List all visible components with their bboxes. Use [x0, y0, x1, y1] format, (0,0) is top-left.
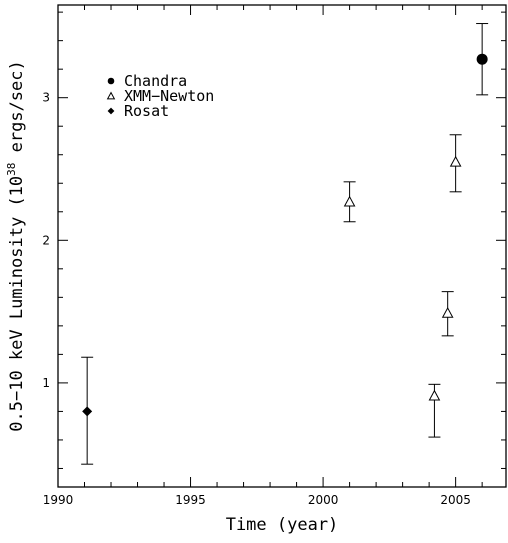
legend-diamond-icon	[107, 107, 115, 115]
axes-frame	[57, 4, 507, 488]
legend-triangle-icon	[106, 91, 116, 100]
legend-label: Chandra	[124, 72, 187, 90]
data-point	[428, 389, 441, 401]
y-tick-label: 3	[42, 91, 50, 105]
data-point	[343, 195, 356, 207]
x-tick-label: 1990	[43, 493, 74, 507]
x-tick-label: 1995	[175, 493, 206, 507]
y-axis-title-suffix: ergs/sec)	[7, 60, 27, 162]
data-point	[441, 306, 454, 318]
legend-circle-icon	[107, 77, 115, 85]
axis-ticks	[57, 5, 506, 487]
y-axis-title-exponent: 38	[5, 163, 18, 176]
x-tick-label: 2005	[440, 493, 471, 507]
y-axis-title-prefix: 0.5−10 keV Luminosity (10	[7, 176, 27, 432]
legend-label: Rosat	[124, 102, 169, 120]
data-point	[476, 53, 488, 65]
tick-labels: 1990 1995 2000 2005 1 2 3	[42, 91, 471, 507]
plot-frame	[57, 4, 507, 488]
y-axis-title: 0.5−10 keV Luminosity (1038 ergs/sec)	[5, 60, 27, 431]
x-tick-label: 2000	[308, 493, 339, 507]
y-tick-label: 1	[42, 376, 50, 390]
y-tick-label: 2	[42, 233, 50, 247]
data-point	[82, 406, 93, 417]
data-marks	[81, 23, 489, 465]
legend-label: XMM−Newton	[124, 87, 214, 105]
data-point	[449, 155, 462, 167]
x-axis-title: Time (year)	[226, 515, 339, 535]
